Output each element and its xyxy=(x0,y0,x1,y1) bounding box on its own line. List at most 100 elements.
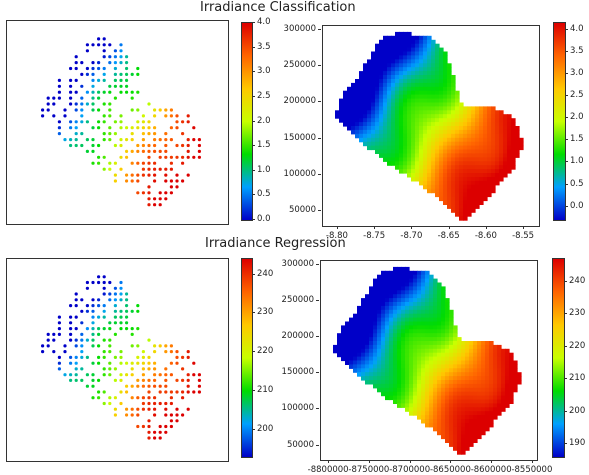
classification-heatmap-cell xyxy=(387,157,392,162)
regression-heatmap-cell xyxy=(413,383,418,389)
regression-heatmap-cell xyxy=(365,341,370,346)
classification-heatmap-cell xyxy=(435,75,440,80)
regression-heatmap-cell xyxy=(441,348,446,354)
regression-scatter-point xyxy=(186,355,190,359)
classification-heatmap-cell xyxy=(443,71,448,76)
classification-scatter-point xyxy=(74,78,78,82)
regression-heatmap-cell xyxy=(373,372,378,377)
classification-heatmap-cell xyxy=(343,94,348,100)
classification-heatmap-cell xyxy=(427,129,432,135)
classification-scatter-point xyxy=(169,185,173,189)
classification-scatter-colorbar-tickmark xyxy=(252,219,255,220)
regression-heatmap-y-tickmark xyxy=(316,372,319,374)
classification-heatmap-cell xyxy=(515,133,520,139)
classification-scatter-point xyxy=(119,61,123,65)
regression-heatmap-cell xyxy=(377,337,382,342)
regression-scatter-point xyxy=(57,355,62,359)
classification-heatmap-cell xyxy=(475,126,480,131)
regression-heatmap-cell xyxy=(449,337,454,342)
regression-heatmap-cell xyxy=(465,348,470,354)
classification-heatmap-cell xyxy=(387,145,392,151)
regression-heatmap-cell xyxy=(493,356,498,362)
regression-heatmap-cell xyxy=(465,364,470,369)
classification-scatter-point xyxy=(175,173,179,177)
classification-heatmap-cell xyxy=(451,196,456,202)
regression-heatmap-cell xyxy=(457,364,462,369)
classification-heatmap-cell xyxy=(451,106,456,111)
regression-heatmap-cell xyxy=(413,376,418,381)
regression-heatmap-cell xyxy=(485,419,490,424)
classification-heatmap-cell xyxy=(359,71,364,76)
classification-heatmap-cell xyxy=(395,75,400,80)
regression-heatmap-cell xyxy=(457,430,462,436)
classification-scatter-point xyxy=(130,90,134,94)
regression-heatmap-cell xyxy=(445,399,450,404)
classification-heatmap-cell xyxy=(415,106,420,111)
classification-scatter-point xyxy=(130,108,134,112)
classification-heatmap-cell xyxy=(463,149,468,154)
classification-scatter-point xyxy=(91,138,95,142)
regression-heatmap-cell xyxy=(425,419,430,424)
classification-heatmap-cell xyxy=(487,157,492,162)
regression-heatmap-cell xyxy=(381,313,386,319)
regression-heatmap-cell xyxy=(457,446,462,451)
regression-scatter-point xyxy=(158,430,162,434)
regression-scatter-point xyxy=(136,378,140,382)
regression-scatter-point xyxy=(113,286,117,290)
regression-heatmap-cell xyxy=(465,442,470,447)
classification-heatmap-cell xyxy=(455,129,460,135)
classification-heatmap-cell xyxy=(387,59,392,64)
classification-heatmap-colorbar-tickmark xyxy=(565,183,568,185)
classification-scatter-point xyxy=(130,96,134,100)
regression-heatmap-cell xyxy=(429,302,434,307)
classification-heatmap-cell xyxy=(475,192,480,198)
regression-heatmap-cell xyxy=(401,325,406,330)
regression-heatmap-cell xyxy=(381,302,386,307)
regression-heatmap-cell xyxy=(381,298,386,303)
regression-heatmap-cell xyxy=(473,380,478,385)
classification-heatmap-cell xyxy=(375,98,380,104)
classification-heatmap-cell xyxy=(371,106,376,111)
regression-heatmap-cell xyxy=(497,407,502,412)
classification-heatmap-cell xyxy=(395,47,400,53)
classification-heatmap-cell xyxy=(447,98,452,104)
classification-heatmap-colorbar-tickmark xyxy=(565,161,568,163)
classification-heatmap-cell xyxy=(519,141,524,147)
classification-heatmap-cell xyxy=(387,102,392,107)
regression-heatmap-cell xyxy=(385,274,390,280)
classification-heatmap-cell xyxy=(479,188,484,194)
regression-heatmap-cell xyxy=(425,321,430,326)
classification-heatmap-cell xyxy=(439,126,444,131)
classification-heatmap-cell xyxy=(411,47,416,53)
regression-scatter-point xyxy=(46,338,50,342)
regression-heatmap-cell xyxy=(397,329,402,334)
classification-scatter-point xyxy=(147,120,151,124)
classification-heatmap-cell xyxy=(427,157,432,162)
regression-heatmap-cell xyxy=(421,286,426,291)
classification-heatmap-cell xyxy=(363,122,368,127)
classification-heatmap-cell xyxy=(439,67,444,72)
regression-heatmap-cell xyxy=(445,438,450,443)
classification-heatmap-cell xyxy=(435,192,440,198)
regression-heatmap-cell xyxy=(429,422,434,428)
regression-heatmap-cell xyxy=(445,372,450,377)
classification-heatmap-cell xyxy=(471,165,476,170)
classification-heatmap-cell xyxy=(387,122,392,127)
regression-heatmap-cell xyxy=(429,364,434,369)
regression-scatter-point xyxy=(164,378,168,382)
classification-scatter-point xyxy=(175,114,179,118)
classification-heatmap-y-tick-label: 100000 xyxy=(283,169,316,180)
classification-heatmap-cell xyxy=(507,153,512,158)
regression-heatmap-cell xyxy=(473,430,478,436)
regression-heatmap-cell xyxy=(485,364,490,369)
regression-heatmap-cell xyxy=(417,407,422,412)
regression-heatmap-cell xyxy=(393,348,398,354)
classification-scatter-point xyxy=(46,102,50,106)
classification-scatter-colorbar-tick-label: 4.0 xyxy=(257,17,271,27)
regression-heatmap-cell xyxy=(473,387,478,393)
regression-heatmap-cell xyxy=(421,344,426,350)
regression-heatmap-cell xyxy=(425,407,430,412)
regression-heatmap-cell xyxy=(393,298,398,303)
regression-heatmap-cell xyxy=(409,282,414,287)
classification-heatmap-cell xyxy=(455,106,460,111)
